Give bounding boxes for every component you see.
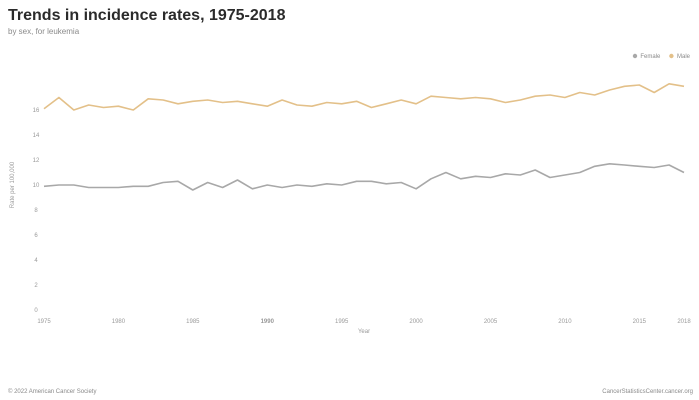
legend-label-female[interactable]: Female bbox=[640, 54, 661, 60]
x-tick-label: 2018 bbox=[677, 319, 691, 325]
y-tick-label: 12 bbox=[33, 158, 40, 164]
x-axis-label: Year bbox=[358, 329, 370, 335]
legend-swatch-male bbox=[669, 53, 674, 59]
y-tick-label: 14 bbox=[33, 133, 40, 139]
y-axis-ticks: 0 2 4 6 8 10 12 14 16 bbox=[33, 108, 40, 314]
y-tick-label: 0 bbox=[34, 308, 38, 314]
series-line-male bbox=[43, 83, 685, 111]
y-tick-label: 4 bbox=[34, 258, 38, 264]
x-tick-label: 2010 bbox=[558, 319, 572, 325]
chart-title: Trends in incidence rates, 1975-2018 bbox=[8, 7, 286, 24]
y-tick-label: 8 bbox=[34, 208, 38, 214]
legend: Male Female bbox=[632, 53, 691, 60]
x-tick-label: 2005 bbox=[484, 319, 498, 325]
legend-label-male[interactable]: Male bbox=[677, 54, 691, 60]
y-tick-label: 16 bbox=[33, 108, 40, 114]
x-axis-ticks: 1975 1980 1985 1990 1995 2000 2005 2010 2015 2018 bbox=[37, 319, 691, 325]
y-tick-label: 6 bbox=[34, 233, 38, 239]
series-lines bbox=[43, 83, 685, 191]
y-axis-label: Rate per 100,000 bbox=[10, 161, 16, 208]
copyright-text: © 2022 American Cancer Society bbox=[8, 389, 97, 395]
x-tick-label: 1990 bbox=[261, 319, 275, 325]
y-tick-label: 10 bbox=[33, 183, 40, 189]
legend-swatch-female bbox=[632, 53, 638, 59]
x-tick-label: 1985 bbox=[186, 319, 200, 325]
x-tick-label: 2015 bbox=[633, 319, 647, 325]
chart-subtitle: by sex, for leukemia bbox=[8, 27, 80, 36]
source-link[interactable]: CancerStatisticsCenter.cancer.org bbox=[602, 389, 693, 395]
x-tick-label: 2000 bbox=[409, 319, 423, 325]
x-tick-label: 1975 bbox=[37, 319, 51, 325]
y-tick-label: 2 bbox=[34, 283, 38, 289]
series-line-female bbox=[43, 163, 685, 191]
x-tick-label: 1995 bbox=[335, 319, 349, 325]
x-tick-label: 1980 bbox=[112, 319, 126, 325]
